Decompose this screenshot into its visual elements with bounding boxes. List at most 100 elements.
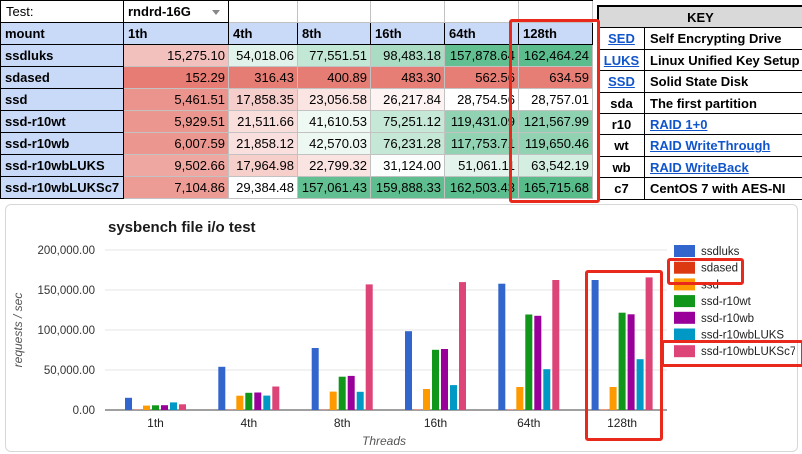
data-cell[interactable]: 9,502.66 bbox=[124, 155, 229, 177]
data-cell[interactable]: 152.29 bbox=[124, 67, 229, 89]
key-desc-c7[interactable]: CentOS 7 with AES-NI bbox=[645, 178, 802, 200]
column-header-16th[interactable]: 16th bbox=[371, 23, 445, 45]
y-axis-tick-label: 100,000.00 bbox=[37, 325, 95, 337]
bar-ssd-r10wt-128th bbox=[618, 312, 626, 410]
bar-ssd-r10wbLUKSc7-64th bbox=[552, 280, 560, 410]
data-cell[interactable]: 121,567.99 bbox=[519, 111, 593, 133]
row-label-ssd-r10wbLUKSc7[interactable]: ssd-r10wbLUKSc7 bbox=[1, 177, 124, 199]
data-cell[interactable]: 117,753.71 bbox=[445, 133, 519, 155]
key-abbr-LUKS[interactable]: LUKS bbox=[599, 49, 645, 72]
bar-ssd-r10wt-64th bbox=[525, 314, 533, 410]
data-cell[interactable]: 157,061.43 bbox=[298, 177, 371, 199]
data-cell[interactable]: 162,503.43 bbox=[445, 177, 519, 199]
key-desc-r10[interactable]: RAID 1+0 bbox=[645, 113, 802, 136]
column-header-8th[interactable]: 8th bbox=[298, 23, 371, 45]
row-label-sdased[interactable]: sdased bbox=[1, 67, 124, 89]
data-cell[interactable]: 26,217.84 bbox=[371, 89, 445, 111]
row-label-ssd-r10wbLUKS[interactable]: ssd-r10wbLUKS bbox=[1, 155, 124, 177]
data-cell[interactable]: 5,929.51 bbox=[124, 111, 229, 133]
key-abbr-SSD[interactable]: SSD bbox=[599, 71, 645, 93]
key-desc-wt[interactable]: RAID WriteThrough bbox=[645, 135, 802, 157]
data-cell[interactable]: 15,275.10 bbox=[124, 45, 229, 67]
key-abbr-wt[interactable]: wt bbox=[599, 135, 645, 157]
row-label-ssd[interactable]: ssd bbox=[1, 89, 124, 111]
data-cell[interactable]: 119,650.46 bbox=[519, 133, 593, 155]
data-cell[interactable]: 98,483.18 bbox=[371, 45, 445, 67]
row-label-ssd-r10wt[interactable]: ssd-r10wt bbox=[1, 111, 124, 133]
y-axis-tick-label: 0.00 bbox=[73, 405, 95, 417]
key-abbr-sda[interactable]: sda bbox=[599, 92, 645, 114]
data-cell[interactable]: 17,858.35 bbox=[229, 89, 298, 111]
data-cell[interactable]: 119,431.09 bbox=[445, 111, 519, 133]
data-cell[interactable]: 17,964.98 bbox=[229, 155, 298, 177]
legend-swatch-ssd-r10wbLUKSc7 bbox=[674, 345, 695, 358]
key-abbr-SED[interactable]: SED bbox=[599, 28, 645, 50]
data-cell[interactable]: 28,754.56 bbox=[445, 89, 519, 111]
data-cell[interactable]: 5,461.51 bbox=[124, 89, 229, 111]
data-cell[interactable]: 77,551.51 bbox=[298, 45, 371, 67]
key-table: KEY SED Self Encrypting Drive LUKS Linux Uni… bbox=[597, 5, 802, 200]
data-cell[interactable]: 159,888.33 bbox=[371, 177, 445, 199]
data-cell[interactable]: 54,018.06 bbox=[229, 45, 298, 67]
column-header-1th[interactable]: 1th bbox=[124, 23, 229, 45]
key-desc-SSD[interactable]: Solid State Disk bbox=[645, 71, 802, 93]
y-axis-tick-label: 200,000.00 bbox=[37, 245, 95, 257]
key-abbr-r10[interactable]: r10 bbox=[599, 113, 645, 136]
bar-ssdluks-16th bbox=[405, 331, 412, 410]
x-axis-title: Threads bbox=[362, 434, 406, 448]
data-cell[interactable]: 21,511.66 bbox=[229, 111, 298, 133]
row-label-ssd-r10wb[interactable]: ssd-r10wb bbox=[1, 133, 124, 155]
data-cell[interactable]: 76,231.28 bbox=[371, 133, 445, 155]
bar-ssd-r10wbLUKS-8th bbox=[356, 391, 364, 410]
column-header-mount[interactable]: mount bbox=[1, 23, 124, 45]
data-cell[interactable]: 29,384.48 bbox=[229, 177, 298, 199]
data-cell[interactable]: 634.59 bbox=[519, 67, 593, 89]
column-header-64th[interactable]: 64th bbox=[445, 23, 519, 45]
data-cell[interactable]: 42,570.03 bbox=[298, 133, 371, 155]
key-abbr-c7[interactable]: c7 bbox=[599, 178, 645, 200]
data-cell[interactable]: 31,124.00 bbox=[371, 155, 445, 177]
key-desc-SED[interactable]: Self Encrypting Drive bbox=[645, 28, 802, 50]
data-cell[interactable]: 75,251.12 bbox=[371, 111, 445, 133]
data-cell[interactable]: 22,799.32 bbox=[298, 155, 371, 177]
key-desc-sda[interactable]: The first partition bbox=[645, 92, 802, 114]
data-cell[interactable]: 28,757.01 bbox=[519, 89, 593, 111]
legend-swatch-ssd bbox=[674, 278, 695, 291]
legend-label-ssd: ssd bbox=[701, 279, 719, 291]
data-cell[interactable]: 483.30 bbox=[371, 67, 445, 89]
chevron-down-icon[interactable] bbox=[212, 10, 220, 15]
test-dropdown[interactable]: rndrd-16G bbox=[124, 1, 229, 23]
data-cell[interactable]: 562.56 bbox=[445, 67, 519, 89]
column-header-4th[interactable]: 4th bbox=[229, 23, 298, 45]
key-abbr-wb[interactable]: wb bbox=[599, 156, 645, 179]
data-cell[interactable]: 21,858.12 bbox=[229, 133, 298, 155]
key-desc-LUKS[interactable]: Linux Unified Key Setup bbox=[645, 49, 802, 72]
bar-ssd-r10wbLUKS-64th bbox=[543, 369, 551, 410]
test-label: Test: bbox=[1, 1, 124, 23]
bar-ssd-r10wbLUKS-128th bbox=[636, 359, 644, 410]
x-axis-tick-label: 1th bbox=[147, 416, 164, 430]
data-cell[interactable]: 162,464.24 bbox=[519, 45, 593, 67]
bar-ssd-r10wbLUKSc7-16th bbox=[459, 282, 466, 410]
legend-swatch-ssd-r10wbLUKS bbox=[674, 328, 695, 341]
data-cell[interactable]: 400.89 bbox=[298, 67, 371, 89]
data-cell[interactable]: 63,542.19 bbox=[519, 155, 593, 177]
data-cell[interactable]: 7,104.86 bbox=[124, 177, 229, 199]
legend-label-ssd-r10wbLUKSc7: ssd-r10wbLUKSc7 bbox=[701, 346, 795, 358]
bar-ssd-128th bbox=[609, 387, 617, 410]
key-desc-wb[interactable]: RAID WriteBack bbox=[645, 156, 802, 179]
data-cell[interactable]: 316.43 bbox=[229, 67, 298, 89]
sysbench-bar-chart: 0.00 50,000.00 100,000.00 150,000.00 200,000… bbox=[11, 219, 795, 448]
empty-cell bbox=[229, 1, 298, 23]
results-table: Test: rndrd-16G mount 1th 4th 8th 16th 64th 128t… bbox=[0, 0, 593, 199]
bar-ssd-4th bbox=[236, 395, 244, 410]
data-cell[interactable]: 157,878.64 bbox=[445, 45, 519, 67]
data-cell[interactable]: 41,610.53 bbox=[298, 111, 371, 133]
data-cell[interactable]: 51,061.11 bbox=[445, 155, 519, 177]
row-label-ssdluks[interactable]: ssdluks bbox=[1, 45, 124, 67]
data-cell[interactable]: 165,715.68 bbox=[519, 177, 593, 199]
column-header-128th[interactable]: 128th bbox=[519, 23, 593, 45]
data-cell[interactable]: 23,056.58 bbox=[298, 89, 371, 111]
bar-ssd-r10wt-1th bbox=[152, 405, 159, 410]
data-cell[interactable]: 6,007.59 bbox=[124, 133, 229, 155]
